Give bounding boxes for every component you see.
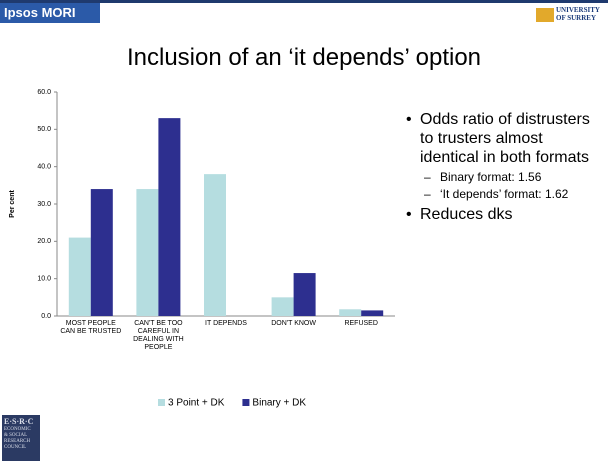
- sub-bullet: ‘It depends’ format: 1.62: [424, 187, 600, 201]
- funder-text: RESEARCH: [4, 439, 31, 444]
- legend-swatch: [242, 399, 250, 406]
- org-label: Ipsos MORI: [0, 3, 100, 23]
- bar: [204, 174, 226, 316]
- y-axis-label: Per cent: [9, 190, 16, 218]
- university-crest: [536, 8, 554, 22]
- legend-label: 3 Point + DK: [168, 398, 225, 409]
- top-rule: [0, 0, 608, 3]
- bullet-item: • Reduces dks: [406, 205, 600, 224]
- bar: [361, 310, 384, 316]
- bar: [158, 118, 181, 316]
- bullet-item: • Odds ratio of distrusters to trusters a…: [406, 110, 600, 201]
- legend-swatch: [158, 399, 165, 406]
- bullet-dot: •: [406, 111, 412, 128]
- x-tick-label: IT DEPENDS: [205, 320, 247, 327]
- funder-text: & SOCIAL: [4, 433, 28, 438]
- x-tick-label: CAN'T BE TOO CAREFUL IN DEALING WITH PEO…: [133, 320, 184, 351]
- bar: [339, 309, 362, 316]
- y-tick-label: 10.0: [37, 276, 51, 283]
- y-tick-label: 0.0: [41, 313, 51, 320]
- bar: [271, 297, 294, 316]
- bullet-text: Odds ratio of distrusters to trusters al…: [420, 111, 590, 166]
- funder-text: E·S·R·C: [4, 417, 34, 426]
- bar: [68, 237, 91, 316]
- y-tick-label: 60.0: [37, 89, 51, 96]
- bullet-list: • Odds ratio of distrusters to trusters a…: [406, 110, 600, 228]
- bullet-text: Reduces dks: [420, 206, 513, 223]
- y-tick-label: 50.0: [37, 126, 51, 133]
- funder-text: ECONOMIC: [4, 427, 31, 432]
- sub-bullet: Binary format: 1.56: [424, 170, 600, 184]
- x-tick-label: DON'T KNOW: [271, 320, 316, 327]
- x-tick-label: MOST PEOPLE CAN BE TRUSTED: [60, 320, 122, 335]
- bar: [136, 189, 159, 316]
- y-tick-label: 30.0: [37, 201, 51, 208]
- legend-label: Binary + DK: [252, 398, 306, 409]
- university-label: UNIVERSITY OF SURREY: [556, 6, 600, 22]
- bullet-dot: •: [406, 206, 412, 223]
- bar: [293, 273, 316, 316]
- slide-title: Inclusion of an ‘it depends’ option: [126, 44, 482, 71]
- bar: [90, 189, 113, 316]
- funder-text: COUNCIL: [4, 445, 27, 450]
- y-tick-label: 20.0: [37, 238, 51, 245]
- x-tick-label: REFUSED: [344, 320, 378, 327]
- funder-logo: E·S·R·C ECONOMIC & SOCIAL RESEARCH COUNCIL: [2, 415, 40, 461]
- y-tick-label: 40.0: [37, 164, 51, 171]
